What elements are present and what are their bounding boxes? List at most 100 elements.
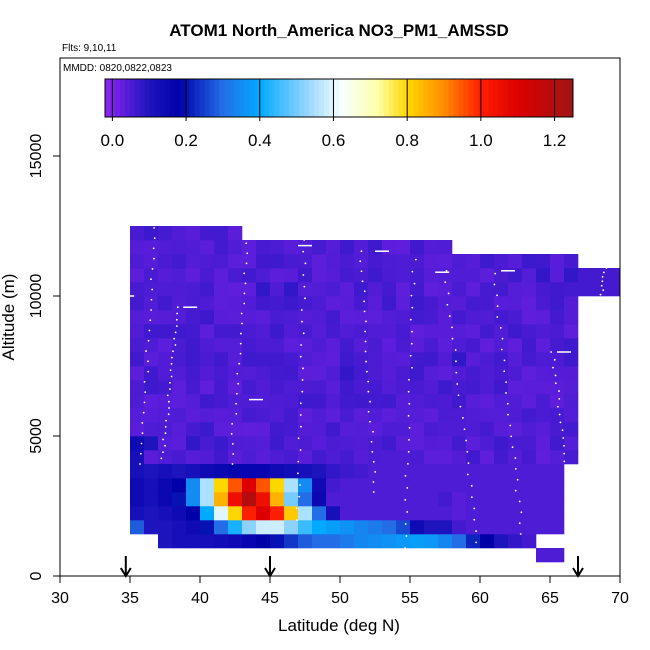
heatmap-cell [382, 394, 397, 409]
track-point [590, 333, 593, 336]
heatmap-cell [522, 534, 537, 549]
track-point [152, 247, 155, 250]
track-point [602, 289, 605, 292]
track-point [360, 270, 363, 273]
heatmap-cell [200, 352, 215, 367]
heatmap-cell [452, 338, 467, 353]
heatmap-cell [508, 534, 523, 549]
heatmap-cell [270, 310, 285, 325]
heatmap-cell [508, 366, 523, 381]
heatmap-cell [536, 436, 551, 451]
heatmap-cell [158, 408, 173, 423]
heatmap-cell [522, 436, 537, 451]
heatmap-cell [438, 240, 453, 255]
heatmap-cell [270, 254, 285, 269]
heatmap-cell [158, 296, 173, 311]
track-point [364, 350, 367, 353]
track-point [299, 355, 302, 358]
track-point [602, 271, 605, 274]
colorbar-segment [438, 79, 444, 117]
heatmap-cell [186, 226, 201, 241]
heatmap-cell [130, 394, 145, 409]
heatmap-cell [200, 436, 215, 451]
heatmap-cell [144, 450, 159, 465]
heatmap-cell [382, 240, 397, 255]
track-point [369, 400, 371, 403]
heatmap-cell [144, 282, 159, 297]
heatmap-cell [368, 422, 383, 437]
track-point [231, 463, 234, 465]
colorbar-segment [498, 79, 504, 117]
heatmap-cell [158, 436, 173, 451]
x-tick-label: 35 [121, 590, 139, 607]
heatmap-cell [186, 366, 201, 381]
track-point [168, 407, 170, 409]
track-point [519, 533, 522, 535]
heatmap-cell [480, 478, 495, 493]
heatmap-cell [536, 548, 551, 563]
heatmap-cell [326, 240, 341, 255]
heatmap-cell [410, 366, 425, 381]
heatmap-cell [242, 436, 257, 451]
heatmap-cell [522, 254, 537, 269]
heatmap-cell [382, 282, 397, 297]
heatmap-cell [312, 282, 327, 297]
heatmap-cell [368, 324, 383, 339]
heatmap-cell [438, 394, 453, 409]
heatmap-cells [130, 226, 621, 563]
heatmap-cell [550, 464, 565, 479]
track-point [409, 354, 412, 357]
track-point [496, 294, 498, 297]
colorbar-segment [319, 79, 325, 117]
heatmap-cell [172, 268, 187, 283]
heatmap-cell [284, 352, 299, 367]
heatmap-cell [522, 296, 537, 311]
heatmap-cell [130, 226, 145, 241]
track-point [162, 451, 164, 453]
heatmap-cell [550, 492, 565, 507]
heatmap-cell [186, 338, 201, 353]
heatmap-cell [410, 240, 425, 255]
heatmap-cell [214, 338, 229, 353]
heatmap-cell [494, 436, 509, 451]
heatmap-cell [508, 268, 523, 283]
colorbar-segment [548, 79, 554, 117]
heatmap-cell [508, 310, 523, 325]
y-tick-label: 15000 [28, 134, 45, 179]
track-point [558, 413, 561, 416]
heatmap-cell [144, 520, 159, 535]
track-point [239, 352, 242, 355]
heatmap-cell [214, 268, 229, 283]
heatmap-cell [130, 366, 145, 381]
heatmap-cell [340, 534, 355, 549]
track-point [363, 290, 366, 293]
heatmap-cell [242, 338, 257, 353]
heatmap-cell [522, 492, 537, 507]
heatmap-cell [340, 478, 355, 493]
heatmap-cell [354, 296, 369, 311]
colorbar-segment [458, 79, 464, 117]
heatmap-cell [284, 366, 299, 381]
heatmap-cell [382, 352, 397, 367]
track-point [243, 292, 246, 295]
heatmap-cell [508, 436, 523, 451]
track-point [245, 262, 248, 265]
heatmap-cell [382, 366, 397, 381]
heatmap-cell [298, 240, 313, 255]
heatmap-cell [396, 506, 411, 521]
y-axis-label: Altitude (m) [0, 274, 18, 361]
heatmap-cell [564, 366, 579, 381]
track-point [584, 373, 586, 376]
heatmap-cell [438, 478, 453, 493]
heatmap-cell [494, 324, 509, 339]
heatmap-cell [242, 268, 257, 283]
colorbar-segment [543, 79, 549, 117]
heatmap-cell [354, 254, 369, 269]
heatmap-cell [452, 324, 467, 339]
heatmap-cell [144, 310, 159, 325]
heatmap-cell [312, 240, 327, 255]
colorbar-segment [254, 79, 260, 117]
track-point [364, 340, 367, 343]
track-point [236, 372, 239, 375]
heatmap-cell [130, 408, 145, 423]
